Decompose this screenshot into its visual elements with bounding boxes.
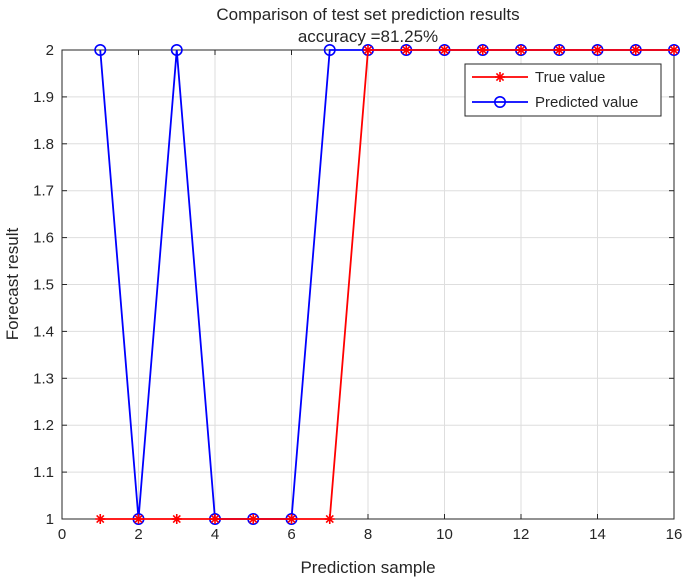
marker-predicted-value (170, 43, 183, 56)
marker-true-value (669, 45, 679, 55)
marker-true-value (363, 45, 373, 55)
x-axis-label: Prediction sample (300, 558, 435, 577)
y-tick-label: 1 (46, 511, 54, 528)
chart-subtitle: accuracy =81.25% (298, 27, 438, 46)
y-tick-label: 1.6 (33, 230, 54, 247)
y-tick-label: 1.9 (33, 89, 54, 106)
y-tick-label: 1.4 (33, 323, 54, 340)
marker-predicted-value (323, 43, 336, 56)
y-axis-label: Forecast result (3, 228, 22, 341)
x-tick-label: 2 (134, 526, 142, 543)
marker-true-value (210, 514, 220, 524)
marker-true-value (554, 45, 565, 55)
y-tick-label: 1.5 (33, 277, 54, 294)
legend: True value Predicted value (464, 63, 662, 117)
marker-true-value (592, 45, 603, 55)
legend-label-true-value: True value (535, 69, 605, 86)
marker-true-value (286, 514, 297, 524)
axis-ticks: 0 2 4 6 8 10 12 14 16 1 1.1 1.2 1.3 1.4 1.5 1.6 1.7 1.8 1.… (33, 42, 682, 543)
marker-true-value (95, 514, 106, 524)
x-tick-label: 0 (58, 526, 66, 543)
legend-swatch-marker-true-value (495, 72, 505, 82)
x-tick-label: 6 (287, 526, 295, 543)
marker-true-value (401, 45, 412, 55)
marker-true-value (133, 514, 144, 524)
y-tick-label: 1.7 (33, 183, 54, 200)
x-tick-label: 8 (364, 526, 372, 543)
y-tick-label: 1.1 (33, 464, 54, 481)
marker-predicted-value (94, 43, 107, 56)
x-tick-label: 16 (666, 526, 683, 543)
x-tick-label: 4 (211, 526, 219, 543)
x-tick-label: 10 (436, 526, 453, 543)
y-tick-label: 1.3 (33, 370, 54, 387)
y-tick-label: 2 (46, 42, 54, 59)
marker-true-value (248, 514, 259, 524)
series-lines (94, 43, 680, 525)
legend-label-predicted-value: Predicted value (535, 94, 638, 111)
marker-true-value (477, 45, 488, 55)
series-line-true-value (100, 49, 674, 520)
marker-true-value (516, 45, 526, 55)
marker-true-value (439, 45, 450, 55)
marker-true-value (324, 514, 335, 524)
marker-true-value (171, 514, 182, 524)
legend-swatch-marker-predicted-value (493, 96, 506, 109)
chart-title: Comparison of test set prediction result… (216, 5, 519, 24)
y-tick-label: 1.8 (33, 136, 54, 153)
x-tick-label: 12 (513, 526, 530, 543)
marker-true-value (630, 45, 641, 55)
y-tick-label: 1.2 (33, 417, 54, 434)
x-tick-label: 14 (589, 526, 606, 543)
